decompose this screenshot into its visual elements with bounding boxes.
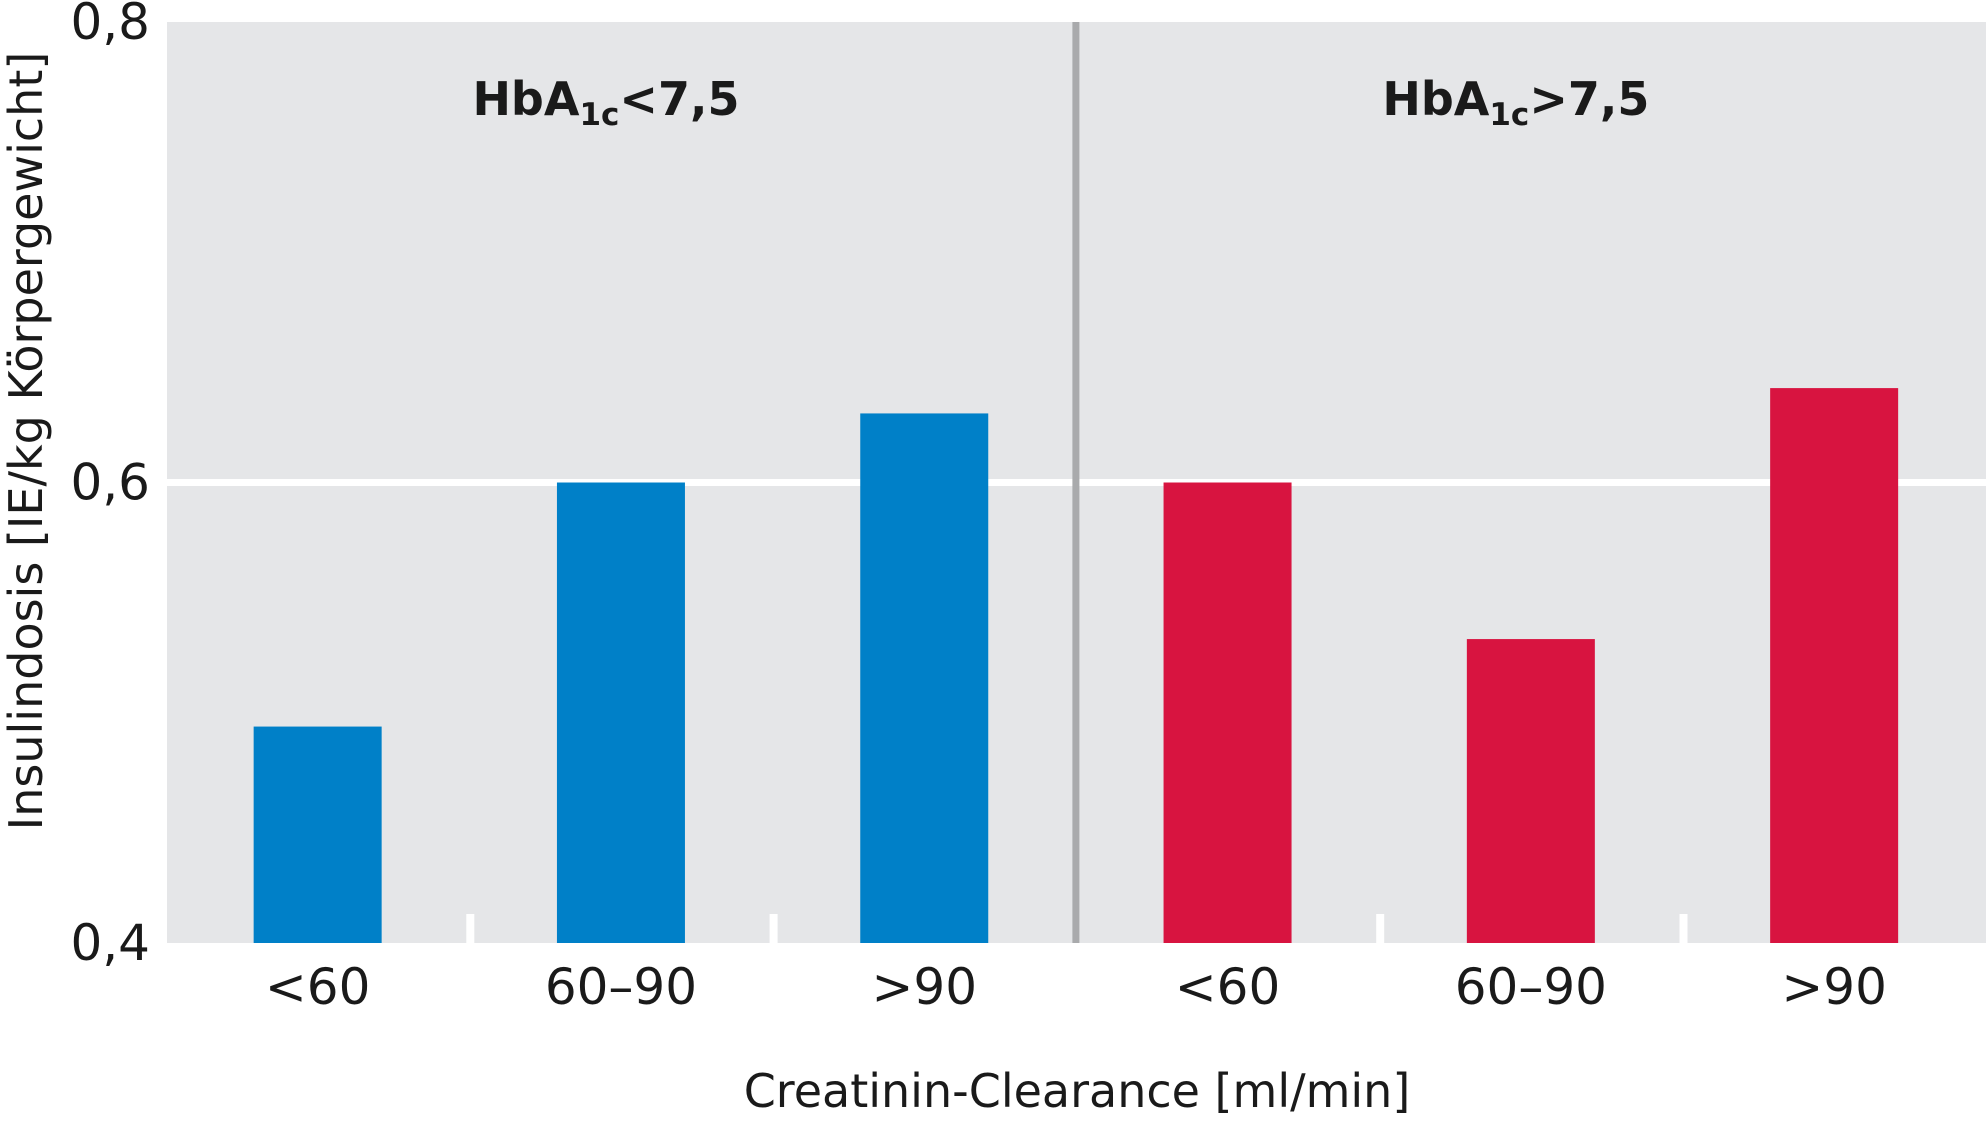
x-category-label: 60–90 (545, 958, 697, 1016)
x-category-label: <60 (1175, 958, 1281, 1016)
x-category-label: >90 (1781, 958, 1887, 1016)
group-label-main: HbA (1382, 72, 1489, 126)
x-category-label: 60–90 (1455, 958, 1607, 1016)
group-label-rest: <7,5 (619, 72, 739, 126)
bar-group1-1 (253, 726, 382, 943)
group-label-subscript: 1c (579, 97, 619, 133)
y-tick-label: 0,8 (70, 0, 150, 51)
bar-group1-2 (556, 482, 685, 943)
y-tick-label: 0,6 (70, 454, 150, 512)
group-label-1: HbA1c<7,5 (472, 72, 739, 133)
x-category-label: >90 (871, 958, 977, 1016)
x-axis-categories: <60 60–90 >90 <60 60–90 >90 (265, 958, 1887, 1016)
bar-group2-1 (1163, 482, 1292, 943)
x-axis-label: Creatinin-Clearance [ml/min] (744, 1064, 1411, 1118)
x-category-label: <60 (265, 958, 371, 1016)
bar-group1-3 (860, 413, 989, 943)
y-axis-ticks: 0,4 0,6 0,8 (70, 0, 150, 972)
bar-group2-3 (1770, 388, 1899, 943)
group-label-main: HbA (472, 72, 579, 126)
group-label-rest: >7,5 (1529, 72, 1649, 126)
y-tick-label: 0,4 (70, 914, 150, 972)
group-label-2: HbA1c>7,5 (1382, 72, 1649, 133)
group-labels: HbA1c<7,5 HbA1c>7,5 (472, 72, 1649, 133)
group-label-subscript: 1c (1489, 97, 1529, 133)
bar-group2-2 (1466, 639, 1595, 943)
bars (253, 388, 1899, 943)
y-axis-label: Insulindosis [IE/kg Körpergewicht] (0, 52, 53, 831)
